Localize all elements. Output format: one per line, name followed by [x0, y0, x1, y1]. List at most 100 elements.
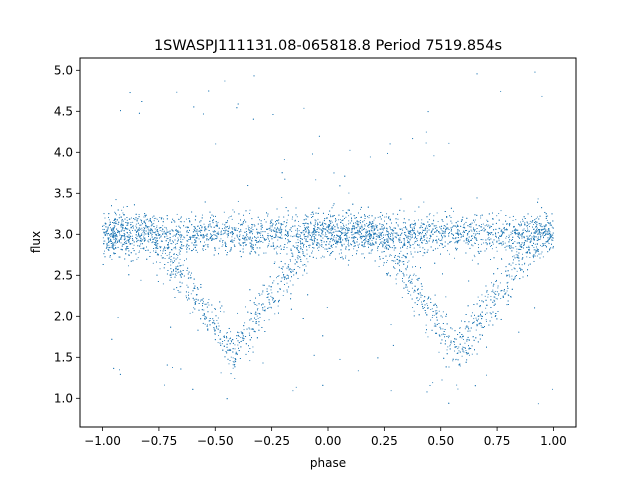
data-point: [417, 230, 419, 232]
data-point: [108, 239, 109, 241]
data-point: [436, 312, 438, 314]
data-point: [135, 231, 137, 233]
data-point: [458, 350, 460, 352]
data-point: [154, 244, 155, 246]
data-point: [248, 350, 249, 352]
data-point: [534, 231, 536, 233]
data-point: [129, 244, 131, 245]
data-point: [449, 253, 450, 255]
data-point: [437, 247, 439, 249]
data-point: [325, 233, 327, 235]
data-point: [485, 320, 487, 322]
data-point: [169, 251, 171, 253]
data-point: [254, 225, 256, 227]
data-point: [455, 358, 457, 360]
data-point: [193, 229, 195, 230]
data-point: [295, 229, 297, 231]
data-point: [228, 232, 230, 234]
data-point: [415, 275, 417, 277]
data-point: [433, 215, 435, 217]
data-point: [421, 219, 423, 221]
data-point: [543, 232, 544, 234]
data-point: [425, 332, 427, 334]
data-point: [174, 268, 176, 270]
data-point: [406, 237, 408, 239]
data-point: [150, 231, 152, 233]
data-point: [537, 238, 539, 239]
data-point: [497, 287, 499, 289]
data-point: [220, 338, 222, 340]
data-point: [236, 352, 238, 354]
data-point: [511, 278, 513, 280]
data-point: [426, 314, 428, 316]
data-point: [171, 255, 172, 257]
data-point: [177, 257, 179, 259]
data-point: [247, 236, 249, 238]
data-point: [278, 231, 280, 233]
data-point: [471, 235, 473, 236]
data-point: [116, 223, 117, 225]
data-point: [540, 238, 542, 240]
data-point: [549, 224, 551, 226]
data-point: [464, 328, 466, 330]
data-point: [180, 217, 182, 219]
data-point: [351, 218, 353, 220]
data-point: [223, 311, 225, 313]
data-point: [119, 241, 120, 243]
data-point: [540, 253, 542, 255]
data-point: [331, 221, 333, 223]
data-point: [234, 348, 236, 350]
data-point: [212, 234, 213, 236]
data-point: [338, 230, 340, 232]
data-point: [349, 149, 351, 151]
data-point: [403, 275, 405, 277]
data-point: [288, 268, 290, 270]
data-point: [104, 250, 105, 252]
data-point: [551, 235, 553, 237]
data-point: [159, 245, 161, 247]
data-point: [126, 247, 128, 249]
data-point: [211, 311, 213, 313]
data-point: [357, 225, 359, 227]
data-point: [518, 263, 520, 265]
data-point: [346, 229, 348, 231]
data-point: [518, 236, 520, 238]
data-point: [249, 209, 251, 211]
data-point: [312, 235, 314, 237]
data-point: [373, 219, 375, 221]
data-point: [128, 230, 130, 231]
data-point: [312, 250, 313, 252]
data-point: [526, 225, 527, 227]
data-point: [238, 223, 240, 224]
data-point: [388, 244, 390, 246]
data-point: [447, 346, 449, 348]
data-point: [321, 246, 323, 247]
data-point: [154, 237, 155, 239]
data-point: [184, 237, 186, 239]
data-point: [537, 230, 539, 232]
data-point: [405, 225, 406, 227]
data-point: [351, 255, 353, 256]
data-point: [389, 254, 391, 256]
data-point: [453, 210, 454, 212]
data-point: [278, 246, 280, 248]
data-point: [118, 230, 120, 232]
data-point: [240, 340, 242, 342]
data-point: [370, 252, 372, 254]
data-point: [147, 228, 149, 230]
data-point: [480, 217, 482, 219]
data-point: [358, 224, 359, 226]
data-point: [128, 250, 130, 252]
data-point: [185, 295, 187, 297]
data-point: [131, 243, 133, 245]
data-point: [299, 248, 301, 250]
data-point: [250, 239, 252, 241]
data-point: [521, 264, 523, 266]
data-point: [468, 348, 470, 350]
data-point: [180, 236, 182, 238]
data-point: [297, 239, 299, 241]
data-point: [172, 235, 174, 237]
data-point: [353, 238, 355, 240]
data-point: [368, 239, 370, 241]
data-point: [151, 233, 153, 235]
